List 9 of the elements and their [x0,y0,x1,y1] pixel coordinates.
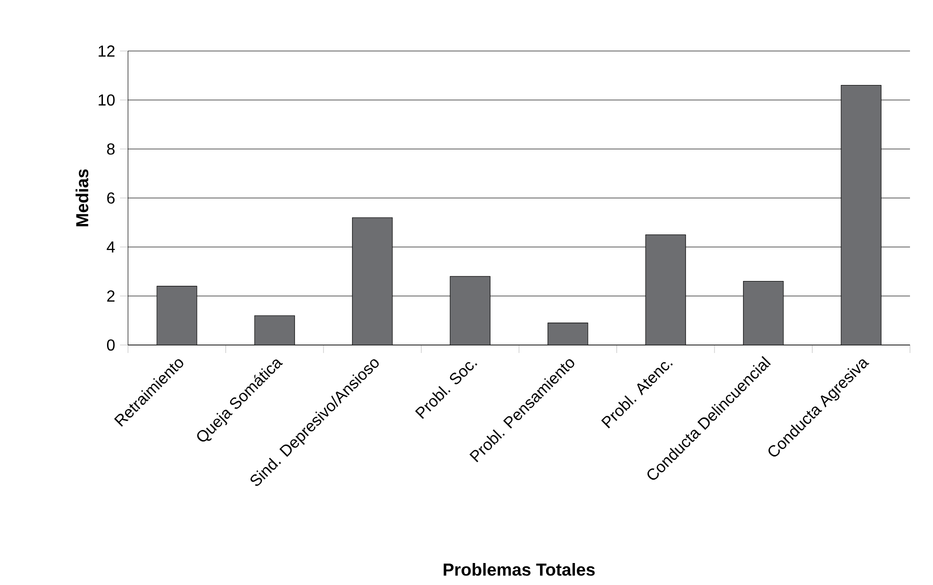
y-tick-label: 2 [107,290,114,302]
x-axis-title: Problemas Totales [444,563,595,576]
y-tick-label: 10 [98,94,115,106]
y-axis-title: Medias [76,169,88,226]
y-tick-label: 8 [107,143,115,155]
y-tick-label: 0 [107,339,115,351]
y-tick-label: 6 [107,192,115,204]
y-tick-label: 12 [98,45,114,57]
y-tick-label: 4 [106,241,115,252]
